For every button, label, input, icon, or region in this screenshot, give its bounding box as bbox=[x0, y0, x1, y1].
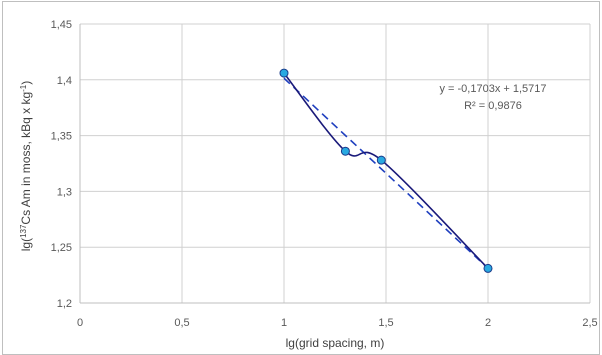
x-tick-label: 1,5 bbox=[378, 317, 393, 329]
y-tick-label: 1,35 bbox=[51, 131, 72, 143]
x-tick-label: 1 bbox=[281, 317, 287, 329]
y-axis-title-sup2: -1 bbox=[19, 84, 28, 92]
x-tick-label: 2 bbox=[485, 317, 491, 329]
series-line bbox=[283, 72, 489, 269]
data-point bbox=[483, 263, 493, 273]
trendline-r-squared: R² = 0,9876 bbox=[464, 100, 522, 112]
data-point bbox=[279, 68, 289, 78]
y-axis-title: lg(137Cs Am in moss, kBq x kg-1) bbox=[19, 81, 34, 252]
y-tick-label: 1,4 bbox=[57, 75, 72, 87]
x-tick-label: 0,5 bbox=[174, 317, 189, 329]
y-tick-label: 1,45 bbox=[51, 19, 72, 31]
x-tick-label: 2,5 bbox=[582, 317, 597, 329]
y-axis-title-prefix: lg( bbox=[19, 238, 33, 251]
trendline bbox=[283, 77, 489, 269]
y-axis-title-suffix: ) bbox=[19, 81, 33, 85]
data-point bbox=[340, 146, 350, 156]
data-point bbox=[376, 155, 386, 165]
y-axis-title-mid: Cs Am in moss, kBq x kg bbox=[19, 92, 33, 225]
y-axis-title-sup1: 137 bbox=[19, 224, 28, 238]
y-tick-label: 1,25 bbox=[51, 242, 72, 254]
x-tick-label: 0 bbox=[77, 317, 83, 329]
trendline-equation: y = -0,1703x + 1,5717 bbox=[439, 83, 546, 95]
y-tick-label: 1,2 bbox=[57, 298, 72, 310]
y-tick-label: 1,3 bbox=[57, 186, 72, 198]
x-axis-title: lg(grid spacing, m) bbox=[286, 336, 385, 350]
